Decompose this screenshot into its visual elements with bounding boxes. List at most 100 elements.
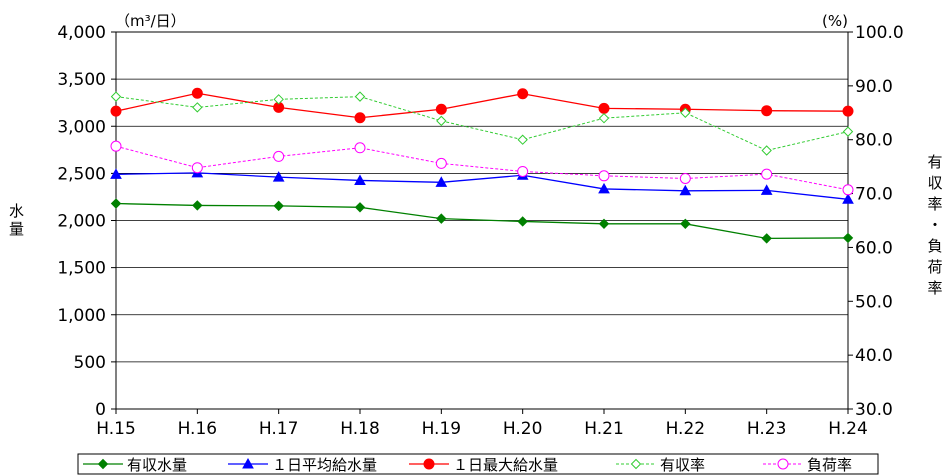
data-point bbox=[760, 184, 773, 195]
left-tick-label: 2,000 bbox=[57, 212, 106, 232]
data-point bbox=[761, 145, 772, 156]
data-point bbox=[273, 200, 284, 212]
legend-item: 有収率 bbox=[616, 456, 705, 474]
data-point bbox=[761, 168, 773, 180]
series-4 bbox=[110, 140, 854, 196]
gridlines bbox=[116, 78, 848, 363]
data-point bbox=[110, 105, 122, 117]
data-point bbox=[110, 91, 122, 102]
data-point bbox=[272, 171, 285, 182]
legend-marker bbox=[97, 458, 109, 470]
right-axis-label-char: 収 bbox=[927, 174, 942, 192]
data-point bbox=[517, 88, 529, 100]
x-tick-label: H.22 bbox=[666, 419, 706, 439]
x-axis-ticks: H.15 H.16 H.17 H.18 H.19 H.20 H.21 H.22 H.23 H.24 bbox=[96, 409, 868, 439]
legend-marker bbox=[242, 457, 254, 469]
data-point bbox=[679, 172, 691, 184]
legend-label: 有収水量 bbox=[127, 456, 187, 474]
left-tick-label: 4,000 bbox=[57, 23, 106, 43]
legend-item: １日平均給水量 bbox=[228, 456, 377, 474]
x-tick-label: H.20 bbox=[503, 419, 543, 439]
left-axis-label: 水量 bbox=[9, 202, 24, 238]
series-2 bbox=[110, 87, 854, 124]
data-point bbox=[110, 140, 122, 152]
data-point bbox=[680, 218, 691, 230]
left-tick-label: 1,000 bbox=[57, 306, 106, 326]
series-layer bbox=[110, 87, 854, 244]
left-tick-label: 2,500 bbox=[57, 164, 106, 184]
right-axis-label-char: ・ bbox=[927, 216, 942, 234]
series-line bbox=[115, 172, 849, 200]
data-point bbox=[598, 112, 610, 124]
data-point bbox=[191, 162, 203, 174]
data-point bbox=[110, 168, 122, 179]
right-axis-label-char: 率 bbox=[927, 279, 942, 297]
data-point bbox=[598, 170, 610, 182]
data-point bbox=[679, 184, 692, 196]
data-point bbox=[354, 91, 366, 102]
data-point bbox=[842, 126, 854, 137]
legend-marker bbox=[777, 458, 789, 470]
data-point bbox=[436, 115, 447, 127]
left-tick-label: 500 bbox=[74, 353, 106, 373]
x-tick-label: H.16 bbox=[178, 419, 218, 439]
data-point bbox=[435, 157, 447, 169]
left-tick-label: 0 bbox=[95, 400, 106, 420]
legend-label: １日平均給水量 bbox=[272, 456, 377, 474]
left-axis-ticks: 0 500 1,000 1,500 2,000 2,500 3,000 3,500 4,000 bbox=[57, 23, 116, 420]
right-tick-label: 30.0 bbox=[855, 400, 893, 420]
right-axis-label-char: 荷 bbox=[927, 258, 942, 276]
x-tick-label: H.18 bbox=[340, 419, 380, 439]
right-tick-label: 90.0 bbox=[855, 77, 893, 97]
x-tick-label: H.17 bbox=[259, 419, 299, 439]
left-axis-unit: （m³/日） bbox=[115, 12, 186, 30]
legend-item: １日最大給水量 bbox=[409, 456, 558, 474]
left-tick-label: 3,000 bbox=[57, 117, 106, 137]
data-point bbox=[192, 102, 203, 113]
data-point bbox=[191, 87, 203, 99]
data-point bbox=[761, 105, 773, 117]
data-point bbox=[842, 184, 854, 196]
series-line bbox=[115, 92, 849, 119]
series-line bbox=[115, 96, 849, 152]
data-point bbox=[354, 142, 366, 154]
x-tick-label: H.23 bbox=[747, 419, 787, 439]
right-tick-label: 50.0 bbox=[855, 292, 893, 312]
right-tick-label: 40.0 bbox=[855, 346, 893, 366]
data-point bbox=[598, 218, 610, 230]
data-point bbox=[354, 202, 366, 213]
legend-box bbox=[77, 453, 879, 475]
x-tick-label: H.24 bbox=[828, 419, 868, 439]
legend-label: 有収率 bbox=[660, 456, 705, 474]
data-point bbox=[435, 103, 447, 115]
data-point bbox=[354, 112, 366, 124]
data-point bbox=[842, 193, 854, 204]
data-point bbox=[598, 102, 610, 114]
right-axis-label-char: 有 bbox=[927, 153, 942, 171]
right-axis-label-char: 率 bbox=[927, 195, 942, 213]
data-point bbox=[110, 198, 122, 209]
series-line bbox=[115, 145, 849, 191]
data-point bbox=[842, 105, 854, 117]
left-tick-label: 3,500 bbox=[57, 70, 106, 90]
right-tick-label: 80.0 bbox=[855, 131, 893, 151]
data-point bbox=[761, 233, 772, 244]
data-point bbox=[192, 200, 203, 211]
x-tick-label: H.19 bbox=[422, 419, 462, 439]
legend-item: 有収水量 bbox=[83, 456, 187, 474]
left-axis-label-char: 量 bbox=[9, 220, 24, 238]
series-3 bbox=[110, 91, 854, 156]
data-point bbox=[273, 150, 285, 162]
legend-marker bbox=[423, 458, 435, 470]
legend-label: １日最大給水量 bbox=[453, 456, 558, 474]
left-tick-label: 1,500 bbox=[57, 259, 106, 279]
data-point bbox=[517, 216, 528, 227]
legend-marker bbox=[630, 458, 642, 470]
right-axis-unit: (%) bbox=[822, 12, 848, 30]
legend: 有収水量 １日平均給水量 １日最大給水量 有収率 負荷率 bbox=[83, 456, 852, 474]
data-point bbox=[598, 182, 610, 194]
right-axis-ticks: 30.0 40.0 50.0 60.0 70.0 80.0 90.0 100.0 bbox=[848, 23, 904, 420]
right-tick-label: 100.0 bbox=[855, 23, 904, 43]
data-point bbox=[517, 134, 528, 145]
